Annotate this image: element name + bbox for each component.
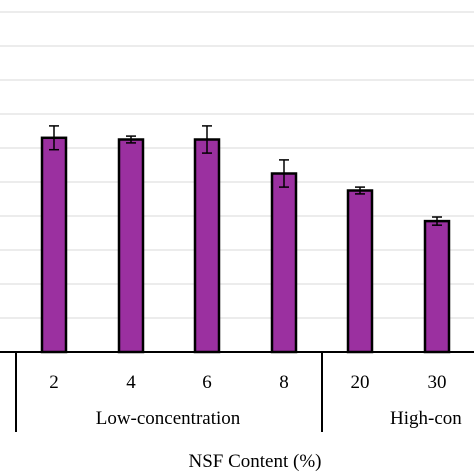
gridlines — [0, 11, 474, 319]
bar-8 — [270, 172, 298, 354]
x-tick-label-30: 30 — [428, 372, 447, 393]
group-label-high: High-con — [390, 408, 462, 429]
x-tick-label-8: 8 — [279, 372, 289, 393]
x-axis-title: NSF Content (%) — [189, 451, 322, 472]
x-tick-label-6: 6 — [202, 372, 212, 393]
x-tick-label-20: 20 — [351, 372, 370, 393]
x-axis — [0, 351, 474, 432]
bar-4 — [117, 138, 145, 354]
bar-6 — [193, 138, 221, 354]
bar-30 — [423, 219, 451, 354]
x-tick-label-4: 4 — [126, 372, 136, 393]
bar-20 — [346, 189, 374, 354]
group-label-low: Low-concentration — [96, 408, 241, 429]
x-tick-label-2: 2 — [49, 372, 59, 393]
bars — [40, 125, 451, 354]
bar-2 — [40, 136, 68, 354]
x-tick-labels: 2 4 6 8 20 30 — [49, 372, 446, 393]
